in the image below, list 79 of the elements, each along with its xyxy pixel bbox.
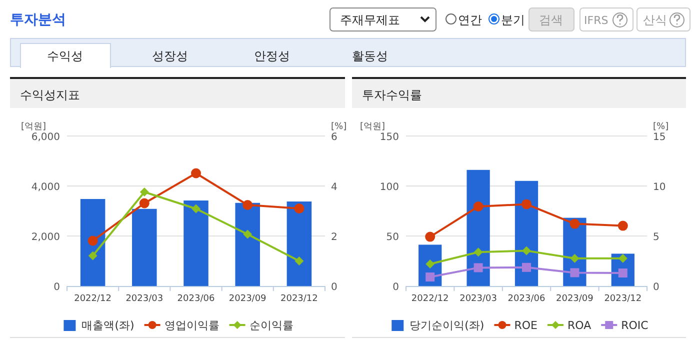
point <box>191 168 201 178</box>
y-tick-label: 150 <box>380 132 399 143</box>
legend-label: 매출액(좌) <box>82 319 134 332</box>
point <box>618 220 628 231</box>
x-tick-label: 2022/12 <box>411 294 449 304</box>
y2-tick-label: 6 <box>331 132 338 143</box>
y2-tick-label: 15 <box>653 132 666 143</box>
legend-label: ROE <box>514 319 538 332</box>
text: 안정성 <box>254 49 290 63</box>
chart-title: 투자수익률 <box>362 88 422 102</box>
text: 수익성 <box>47 49 83 63</box>
bar <box>235 202 260 286</box>
bar <box>184 200 208 286</box>
point <box>294 204 304 214</box>
point <box>140 188 149 196</box>
point <box>88 236 98 246</box>
text: 투자분석 <box>10 12 66 28</box>
y-tick-label: 6,000 <box>31 132 60 143</box>
point <box>473 202 484 212</box>
y2-tick-label: 0 <box>653 282 660 293</box>
point <box>618 254 628 263</box>
point <box>522 246 531 256</box>
point <box>474 248 483 257</box>
x-tick-label: 2023/09 <box>228 294 267 304</box>
y-tick-label: 0 <box>392 282 399 293</box>
point <box>294 256 304 266</box>
point <box>426 272 435 282</box>
text: 검색 <box>539 13 563 27</box>
point <box>243 230 252 239</box>
y2-axis-title: [%] <box>331 122 347 132</box>
bar <box>286 202 312 286</box>
point <box>570 268 580 278</box>
text: 연간 <box>458 13 482 27</box>
chart-title: 수익성지표 <box>20 88 80 102</box>
point <box>192 204 200 214</box>
point <box>522 262 531 272</box>
x-tick-label: 2023/03 <box>126 294 164 304</box>
y-axis-title: [억원] <box>21 122 46 132</box>
bar <box>80 199 106 286</box>
point <box>570 218 580 229</box>
y-tick-label: 4,000 <box>31 182 60 193</box>
y2-tick-label: 4 <box>331 182 338 193</box>
text: 활동성 <box>352 49 388 63</box>
y-tick-label: 2,000 <box>31 232 60 243</box>
x-tick-label: 2023/12 <box>604 294 642 304</box>
point <box>426 260 435 268</box>
x-tick-label: 2023/03 <box>460 294 497 304</box>
legend-label: 순이익률 <box>249 319 294 332</box>
bar <box>132 208 157 286</box>
point <box>242 200 253 210</box>
y2-tick-label: 10 <box>653 182 666 193</box>
text: 산식 <box>643 13 667 27</box>
x-tick-label: 2023/09 <box>556 294 594 304</box>
x-tick-label: 2023/06 <box>508 294 546 304</box>
y2-tick-label: 2 <box>331 232 338 243</box>
y2-axis-title: [%] <box>653 122 669 132</box>
text: IFRS <box>584 14 608 27</box>
point <box>425 232 436 242</box>
y-tick-label: 100 <box>380 182 399 193</box>
legend-label: ROA <box>567 319 592 332</box>
point <box>474 263 483 272</box>
x-tick-label: 2023/12 <box>280 294 318 304</box>
text: 분기 <box>501 13 525 27</box>
y2-tick-label: 5 <box>653 232 660 243</box>
legend-label: ROIC <box>621 319 649 332</box>
text: 주재무제표 <box>340 13 400 27</box>
point <box>570 254 580 263</box>
point <box>88 251 98 260</box>
x-tick-label: 2023/06 <box>177 294 215 304</box>
point <box>522 199 532 210</box>
legend-label: 당기순이익(좌) <box>410 319 484 332</box>
y-tick-label: 50 <box>386 232 399 243</box>
y-tick-label: 0 <box>54 282 60 293</box>
point <box>139 198 150 208</box>
text: 성장성 <box>152 49 188 63</box>
y-axis-title: [억원] <box>360 122 386 132</box>
legend-label: 영업이익률 <box>164 319 220 332</box>
x-tick-label: 2022/12 <box>74 294 112 304</box>
y2-tick-label: 0 <box>331 282 338 293</box>
